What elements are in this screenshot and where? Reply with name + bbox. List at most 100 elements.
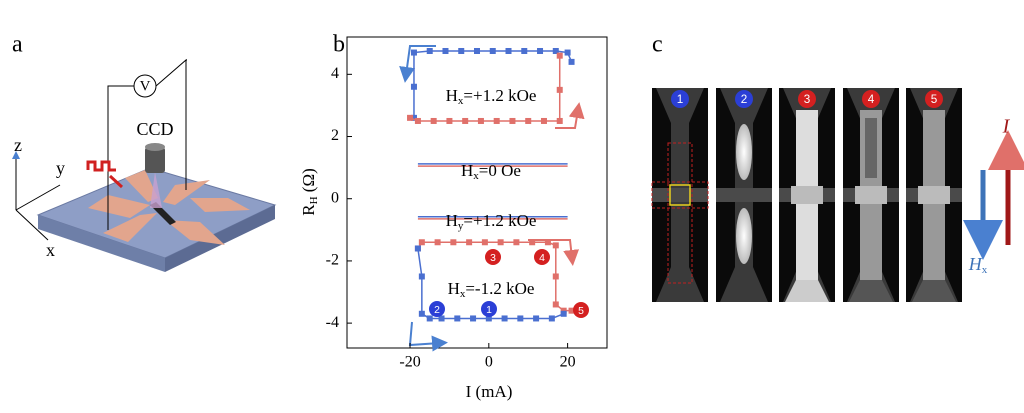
- state-badge: [925, 90, 943, 108]
- domain: [736, 124, 752, 180]
- data-point: [426, 47, 433, 54]
- y-axis-label: RH (Ω): [299, 168, 320, 216]
- panel-c: c I Hx 1 2 3 4 5: [651, 32, 1024, 302]
- y-tick-label: -4: [326, 314, 339, 331]
- data-point: [552, 301, 559, 308]
- data-point: [430, 117, 437, 124]
- state-badge-label: 3: [804, 93, 811, 106]
- data-point: [552, 242, 559, 249]
- y-tick-label: 0: [331, 189, 339, 206]
- data-point: [529, 239, 536, 246]
- domain: [785, 280, 829, 302]
- data-point: [477, 117, 484, 124]
- annotation-tail: =0 Oe: [479, 161, 521, 180]
- field-label-main: H: [968, 254, 983, 274]
- annotation-sub: x: [460, 288, 466, 300]
- x-axis-label: I (mA): [466, 382, 513, 401]
- data-point: [450, 239, 457, 246]
- annotation-main: H: [461, 161, 473, 180]
- data-point: [525, 117, 532, 124]
- data-point: [564, 49, 571, 56]
- y-axis-label-main: R: [299, 204, 318, 216]
- x-tick-label: 20: [560, 354, 576, 371]
- data-point: [556, 52, 563, 59]
- state-badge-label: 4: [868, 93, 875, 106]
- data-point: [548, 315, 555, 322]
- domain: [912, 280, 956, 302]
- data-point: [410, 83, 417, 90]
- data-point: [410, 49, 417, 56]
- data-point: [442, 47, 449, 54]
- axis-label: x: [46, 240, 55, 260]
- annotation-tail: =+1.2 kOe: [463, 211, 536, 230]
- panel-a: a CCD V z y x: [12, 32, 277, 272]
- annotation-main: H: [446, 211, 458, 230]
- voltmeter-label: V: [140, 78, 151, 94]
- y-tick-label: -2: [326, 252, 339, 269]
- annotation-sub: y: [458, 220, 464, 232]
- state-badge: [735, 90, 753, 108]
- data-point: [556, 86, 563, 93]
- data-point: [560, 310, 567, 317]
- data-point: [493, 117, 500, 124]
- state-badge-label: 5: [578, 306, 584, 317]
- data-point: [517, 315, 524, 322]
- data-point: [501, 315, 508, 322]
- data-point: [533, 315, 540, 322]
- data-point: [418, 273, 425, 280]
- state-badge-label: 2: [434, 305, 440, 316]
- field-label: Hx: [968, 254, 988, 275]
- data-point: [513, 239, 520, 246]
- state-badge: [862, 90, 880, 108]
- data-point: [418, 239, 425, 246]
- data-point: [414, 245, 421, 252]
- data-point: [414, 117, 421, 124]
- data-point: [410, 114, 417, 121]
- annotation: Hx=+1.2 kOe: [446, 86, 537, 107]
- data-point: [470, 315, 477, 322]
- state-badge-label: 3: [490, 253, 496, 264]
- state-badge-label: 2: [741, 93, 748, 106]
- y-axis-label-sub: H: [308, 196, 320, 204]
- image-crossbar: [652, 188, 708, 202]
- annotation-tail: =-1.2 kOe: [465, 279, 534, 298]
- image-crossbar: [716, 188, 772, 202]
- panel-label: c: [652, 32, 663, 58]
- panel-label: b: [333, 32, 345, 58]
- y-tick-label: 4: [331, 65, 339, 82]
- annotation-sub: x: [458, 95, 464, 107]
- current-label: I: [1002, 116, 1011, 138]
- state-badge: [798, 90, 816, 108]
- state-badge-label: 1: [486, 305, 492, 316]
- data-point: [462, 117, 469, 124]
- data-point: [540, 117, 547, 124]
- data-point: [407, 114, 414, 121]
- plot-frame: [346, 36, 608, 349]
- data-point: [454, 315, 461, 322]
- data-point: [458, 47, 465, 54]
- data-point: [474, 47, 480, 54]
- state-badge: [429, 301, 445, 317]
- annotation: Hx=0 Oe: [461, 161, 521, 182]
- domain: [736, 208, 752, 264]
- data-point: [544, 239, 551, 246]
- data-point: [568, 307, 575, 314]
- state-badge: [573, 302, 589, 318]
- data-point: [568, 58, 575, 65]
- x-tick-label: -20: [399, 354, 420, 371]
- annotation-main: H: [448, 279, 460, 298]
- data-point: [481, 239, 488, 246]
- data-point: [485, 315, 492, 322]
- domain: [849, 280, 893, 302]
- domain: [865, 118, 877, 178]
- state-badge-label: 5: [931, 93, 938, 106]
- state-badge-label: 1: [677, 93, 684, 106]
- data-point: [466, 239, 473, 246]
- panel-label: a: [12, 32, 23, 58]
- annotation-tail: =+1.2 kOe: [463, 86, 536, 105]
- data-point: [489, 47, 496, 54]
- data-point: [505, 47, 512, 54]
- annotation: Hy=+1.2 kOe: [446, 211, 537, 232]
- data-point: [446, 117, 453, 124]
